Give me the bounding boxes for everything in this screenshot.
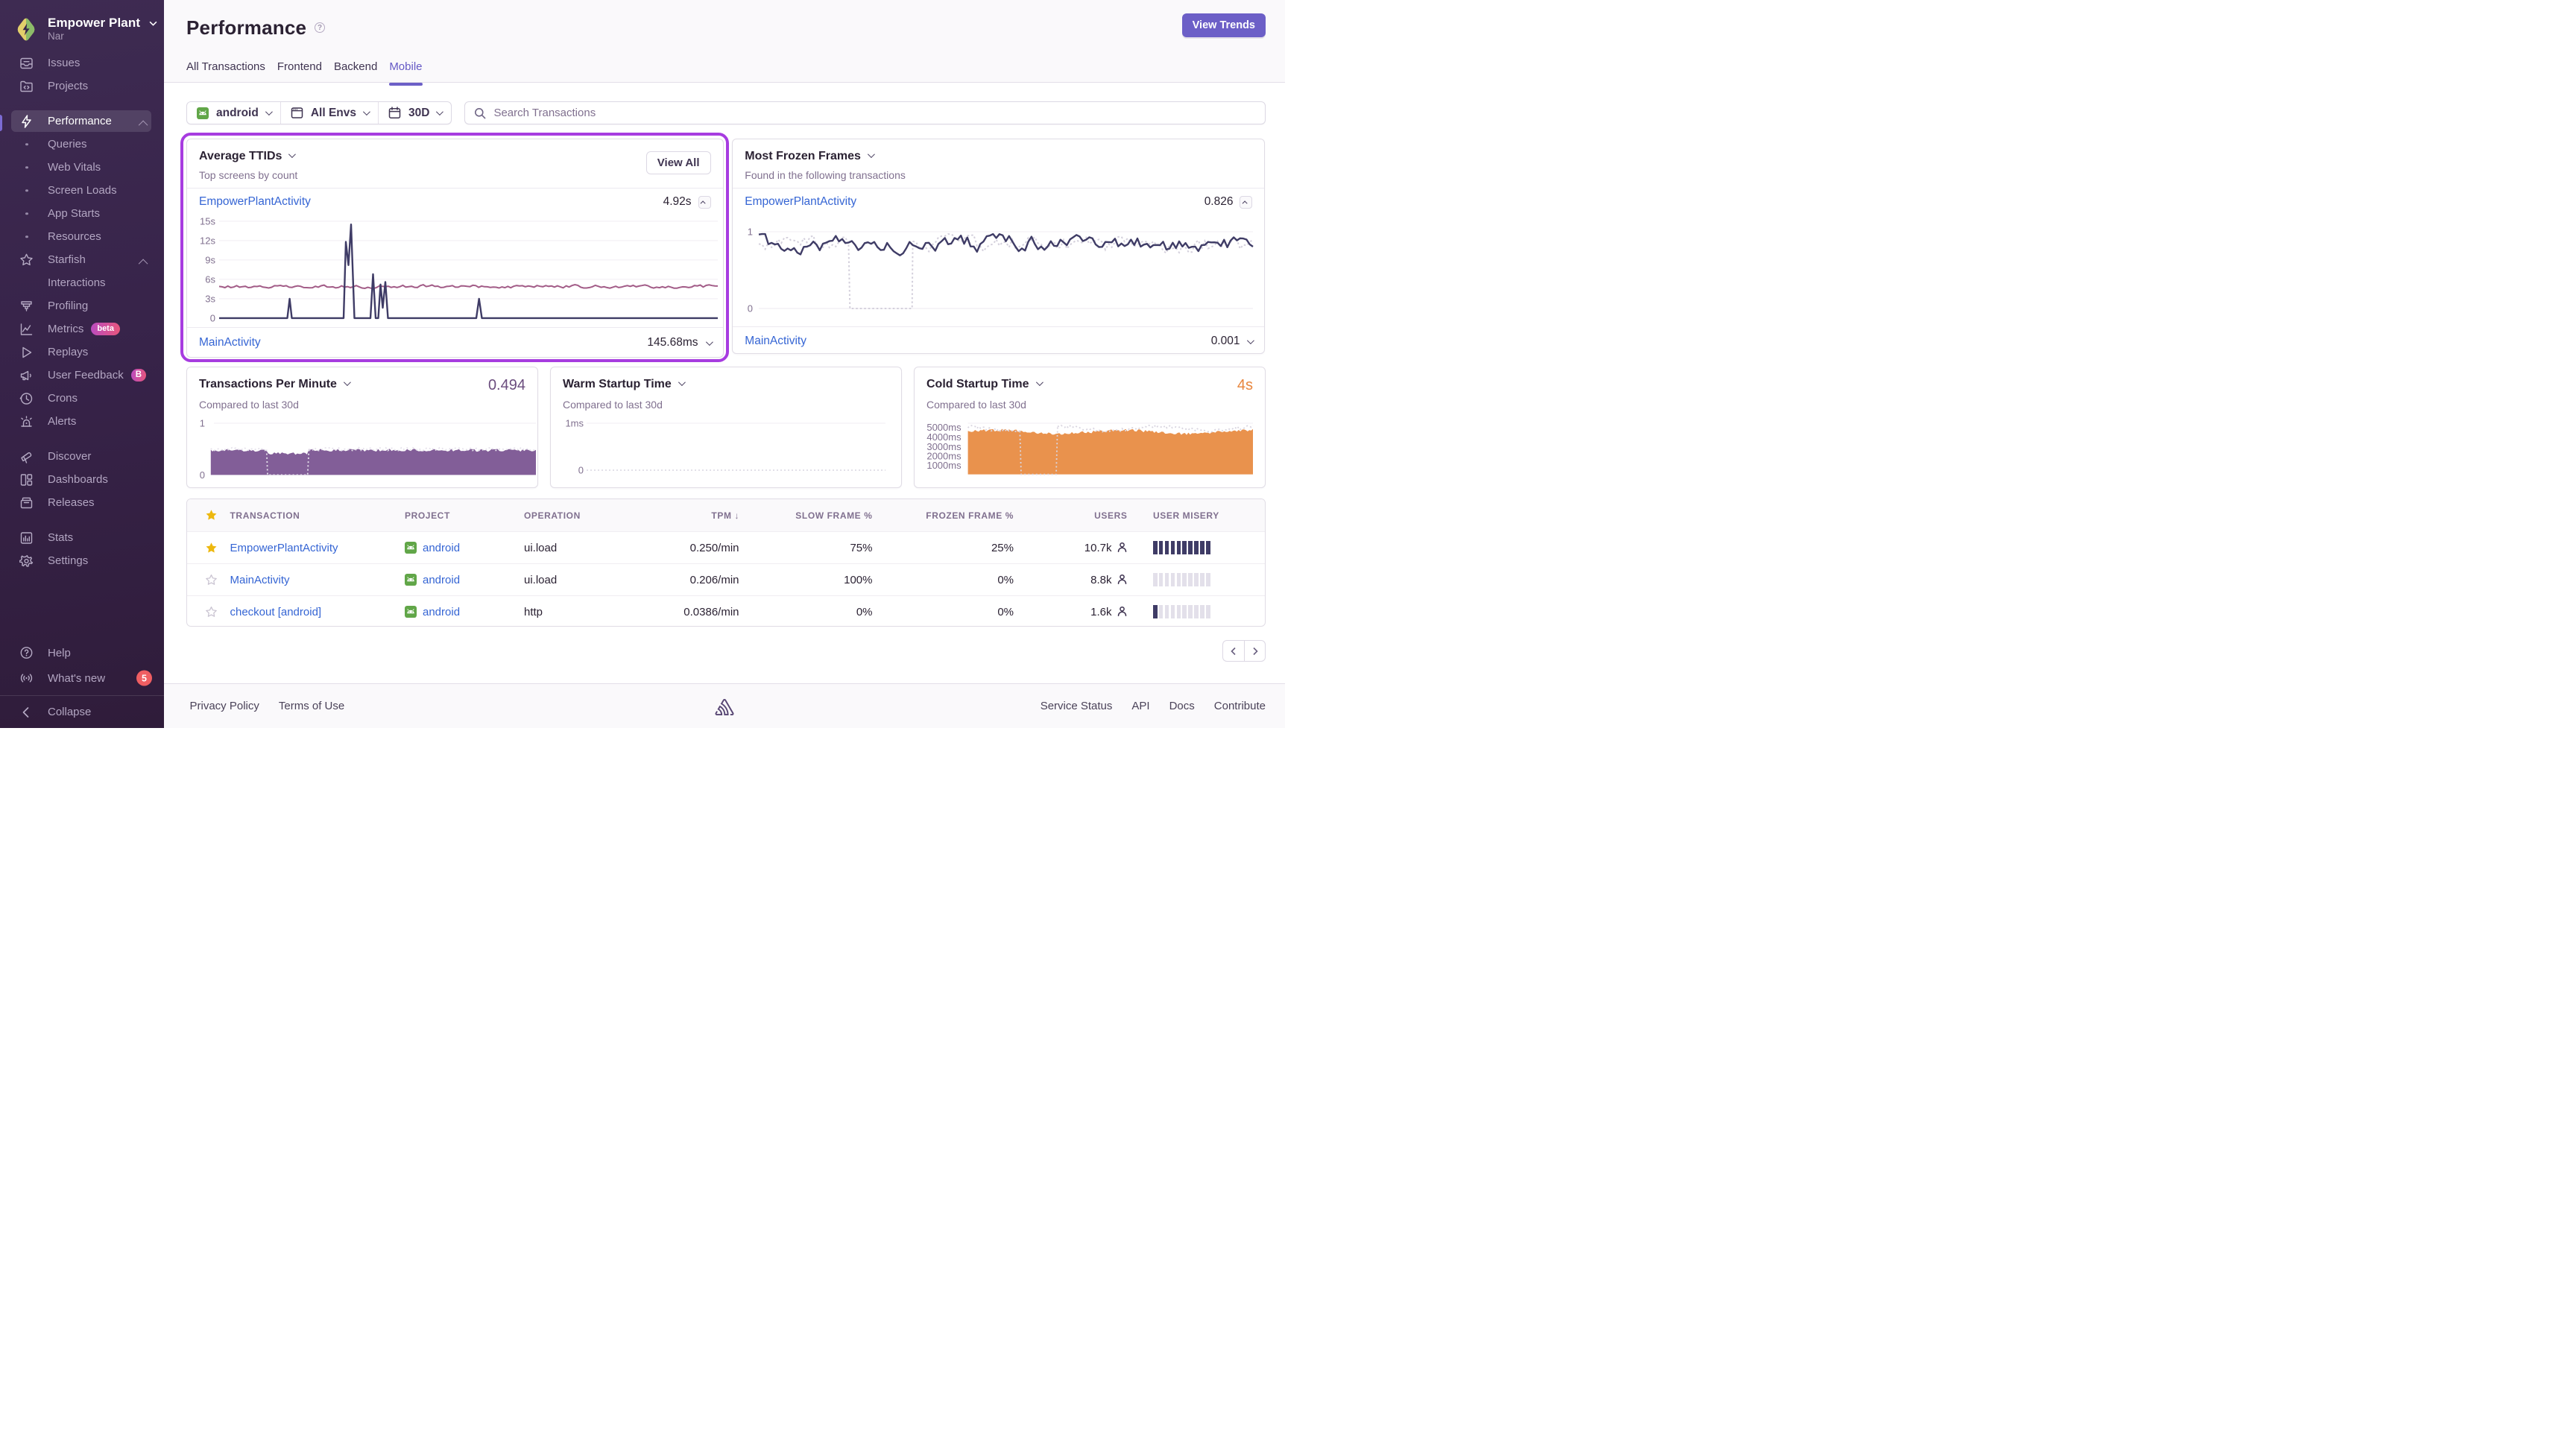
svg-text:6s: 6s <box>205 273 215 285</box>
svg-text:15s: 15s <box>200 215 215 227</box>
svg-text:0: 0 <box>210 312 215 323</box>
svg-text:1: 1 <box>200 418 205 429</box>
svg-text:3000ms: 3000ms <box>926 441 962 452</box>
svg-text:2000ms: 2000ms <box>926 451 962 462</box>
svg-text:12s: 12s <box>200 235 215 246</box>
svg-text:1: 1 <box>748 227 753 238</box>
svg-text:3s: 3s <box>205 293 215 304</box>
svg-text:9s: 9s <box>205 254 215 265</box>
svg-text:0: 0 <box>748 303 753 314</box>
svg-text:1ms: 1ms <box>565 418 584 429</box>
svg-text:4000ms: 4000ms <box>926 431 962 443</box>
svg-text:0: 0 <box>578 465 584 476</box>
svg-text:5000ms: 5000ms <box>926 422 962 433</box>
svg-text:0: 0 <box>200 469 205 481</box>
svg-text:1000ms: 1000ms <box>926 460 962 471</box>
